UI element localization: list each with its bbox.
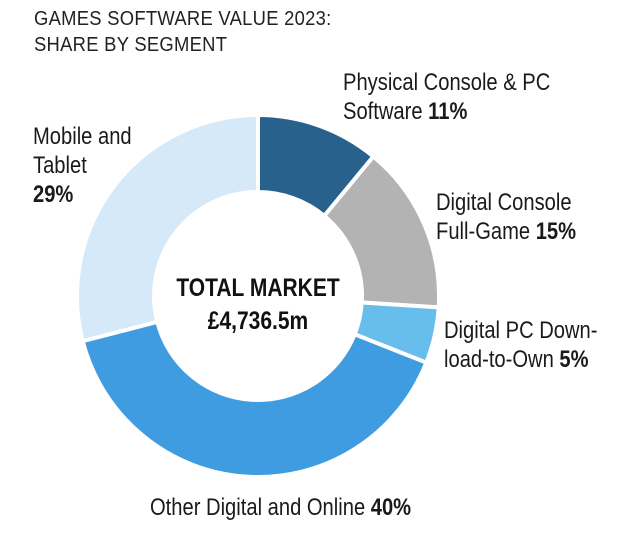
label-physical-line-1: Physical Console & PC: [343, 69, 551, 96]
chart-title-line-2: SHARE BY SEGMENT: [34, 34, 228, 56]
center-label: TOTAL MARKET £4,736.5m: [174, 272, 342, 338]
label-digital-console-line-2: Full-Game 15%: [436, 218, 577, 245]
label-digital-pc-download: Digital PC Down- load-to-Own 5%: [444, 316, 597, 374]
label-digital-console-line-1: Digital Console: [436, 189, 572, 216]
chart-title: GAMES SOFTWARE VALUE 2023: SHARE BY SEGM…: [34, 6, 332, 58]
label-digital-pc-pct: 5%: [559, 346, 589, 373]
center-label-value: £4,736.5m: [207, 307, 309, 335]
label-physical-line-2: Software 11%: [343, 98, 468, 125]
label-physical-console-pc: Physical Console & PC Software 11%: [343, 68, 550, 126]
label-digital-pc-line-2: load-to-Own 5%: [444, 346, 589, 373]
label-other-digital-line-1: Other Digital and Online 40%: [150, 494, 412, 521]
label-other-digital-pct: 40%: [370, 494, 412, 521]
label-mobile-tablet: Mobile and Tablet 29%: [33, 122, 132, 209]
slice-other-digital-online: [80, 319, 429, 479]
center-label-title: TOTAL MARKET: [176, 274, 340, 302]
donut-slices: [75, 113, 441, 479]
chart-title-line-1: GAMES SOFTWARE VALUE 2023:: [34, 8, 332, 30]
label-physical-pct: 11%: [428, 98, 468, 125]
label-mobile-line-2: Tablet: [33, 152, 87, 179]
slice-mobile-tablet: [75, 113, 260, 344]
label-digital-console-full-game: Digital Console Full-Game 15%: [436, 188, 576, 246]
label-mobile-line-1: Mobile and: [33, 123, 132, 150]
label-other-digital-online: Other Digital and Online 40%: [150, 493, 411, 522]
label-digital-pc-line-1: Digital PC Down-: [444, 317, 598, 344]
label-digital-console-pct: 15%: [535, 218, 577, 245]
label-mobile-pct: 29%: [33, 181, 74, 208]
